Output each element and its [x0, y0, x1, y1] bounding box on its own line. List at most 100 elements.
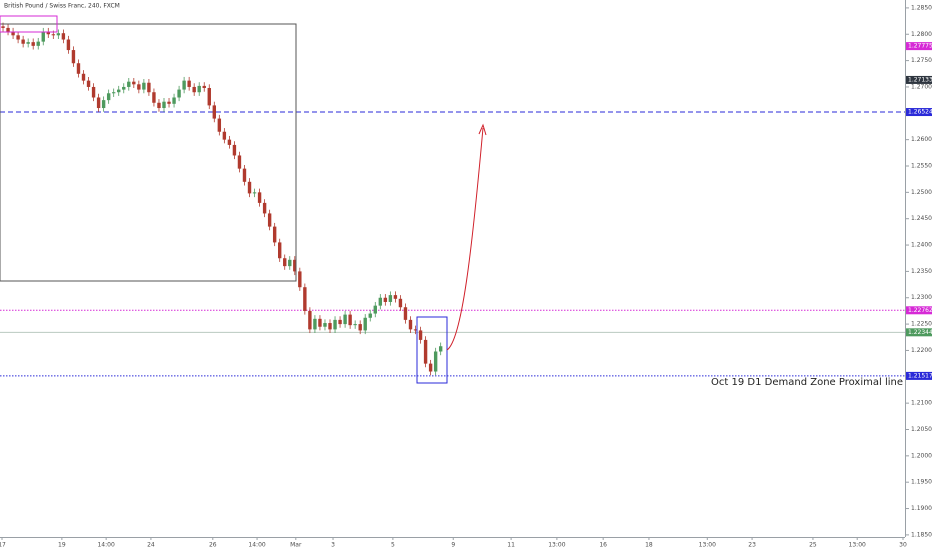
candle-body: [31, 42, 35, 46]
y-tick-label: 1.18500: [911, 531, 932, 538]
price-label-bg: [906, 328, 932, 337]
candle-body: [358, 324, 362, 331]
candle-body: [117, 89, 121, 93]
x-tick-label: 13:00: [849, 542, 866, 549]
x-tick-label: 5: [391, 542, 395, 549]
y-tick-label: 1.27000: [911, 83, 932, 90]
candle-body: [438, 346, 443, 352]
price-label-bg: [906, 108, 932, 117]
candle-body: [413, 329, 418, 331]
candle-body: [333, 319, 337, 330]
candle-body: [328, 323, 332, 330]
candle-body: [242, 168, 247, 182]
price-label-bg: [906, 42, 932, 51]
x-tick-label: 13:00: [699, 542, 716, 549]
candle-body: [192, 86, 196, 93]
y-tick-label: 1.24500: [911, 215, 932, 222]
y-tick-label: 1.25000: [911, 189, 932, 196]
candle-body: [418, 330, 423, 340]
candle-body: [91, 86, 96, 98]
candle-body: [348, 314, 352, 326]
y-tick-label: 1.21000: [911, 400, 932, 407]
candle-body: [101, 100, 106, 109]
price-label: 1.22344: [908, 329, 932, 336]
candle-body: [217, 118, 222, 132]
candle-body: [232, 144, 237, 156]
candle-body: [182, 80, 186, 90]
y-tick-label: 1.23000: [911, 294, 932, 301]
y-tick-label: 1.27500: [911, 57, 932, 64]
plot: [0, 22, 905, 377]
candle-body: [283, 258, 287, 267]
candle-body: [177, 89, 181, 98]
x-tick-label: 3: [331, 542, 335, 549]
price-label-bg: [906, 371, 932, 380]
candle-body: [46, 31, 50, 35]
y-tick-label: 1.28500: [911, 4, 932, 11]
price-label: 1.27133: [908, 76, 932, 83]
x-tick-label: 9: [451, 542, 455, 549]
price-label: 1.21517: [908, 372, 932, 379]
candle-body: [388, 295, 393, 302]
y-tick-label: 1.28000: [911, 31, 932, 38]
candle-body: [6, 27, 10, 32]
candle-body: [66, 39, 71, 51]
candle-body: [428, 363, 433, 372]
candle-body: [21, 39, 25, 44]
candle-body: [51, 34, 56, 36]
candle-body: [378, 297, 383, 306]
candle-body: [76, 63, 81, 74]
y-tick-label: 1.22000: [911, 347, 932, 354]
candle-body: [398, 298, 403, 308]
x-tick-label: 30: [899, 542, 907, 549]
candle-body: [403, 307, 408, 320]
x-tick-label: 24: [147, 542, 155, 549]
candle-body: [122, 86, 126, 90]
projection-arrow: [446, 127, 484, 351]
annotation: Oct 19 D1 Demand Zone Proximal line: [711, 377, 903, 388]
candle-body: [197, 85, 201, 93]
candle-body: [288, 259, 292, 267]
x-tick-label: 19: [58, 542, 66, 549]
candle-body: [132, 81, 136, 85]
candle-body: [36, 41, 40, 46]
y-tick-label: 1.19000: [911, 505, 932, 512]
candle-body: [363, 317, 367, 331]
x-tick-label: 26: [209, 542, 217, 549]
candle-body: [353, 324, 357, 326]
candle-body: [298, 271, 302, 288]
candle-body: [157, 102, 161, 109]
candle-body: [26, 42, 30, 44]
x-tick-label: 23: [748, 542, 756, 549]
x-tick-label: 13:00: [548, 542, 565, 549]
y-tick-label: 1.23500: [911, 268, 932, 275]
y-tick-label: 1.20500: [911, 426, 932, 433]
candle-body: [338, 319, 342, 325]
candle-body: [368, 313, 372, 318]
candle-body: [162, 101, 166, 109]
y-tick-label: 1.26000: [911, 136, 932, 143]
x-tick-label: Mar: [290, 542, 302, 549]
candle-body: [303, 287, 307, 311]
chart-title: British Pound / Swiss Franc, 240, FXCM: [4, 3, 120, 10]
y-tick-label: 1.25500: [911, 163, 932, 170]
x-tick-label: 16: [599, 542, 607, 549]
candle-body: [277, 242, 282, 259]
candle-body: [318, 318, 322, 327]
x-tick-label: 11: [507, 542, 515, 549]
candle-body: [96, 97, 101, 109]
x-tick-label: 14:00: [248, 542, 265, 549]
price-label: 1.22762: [908, 307, 932, 314]
candle-body: [383, 297, 388, 302]
candle-body: [41, 31, 45, 42]
candle-body: [252, 192, 257, 194]
price-label: 1.27775: [908, 43, 932, 50]
box-drawing: [0, 15, 58, 33]
candle-body: [167, 101, 171, 104]
candle-body: [142, 82, 146, 90]
y-tick-label: 1.19500: [911, 479, 932, 486]
candle-body: [393, 295, 398, 299]
candle-body: [262, 202, 267, 214]
candle-body: [343, 314, 347, 325]
